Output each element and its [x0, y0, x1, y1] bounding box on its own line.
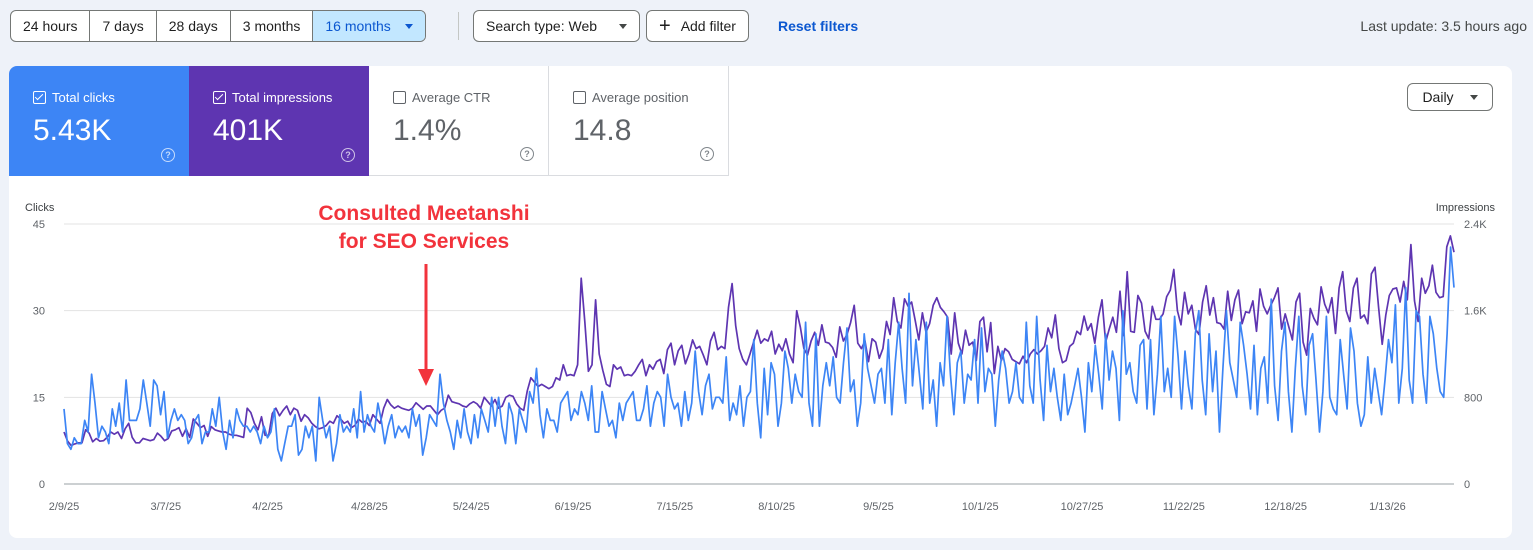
toolbar-divider — [458, 12, 459, 40]
x-tick-label: 4/28/25 — [351, 501, 388, 513]
y-tick-labels: 45 2.4K 30 1.6K 15 800 0 0 — [33, 219, 1488, 491]
performance-chart: Clicks Impressions 45 2.4K 30 1.6K 15 800 0 0 2… — [25, 202, 1496, 513]
y-right-tick-label: 1.6K — [1464, 306, 1487, 318]
y-left-tick-label: 15 — [33, 392, 45, 404]
x-tick-labels: 2/9/25 3/7/25 4/2/25 4/28/25 5/24/25 6/19/25 7… — [49, 501, 1406, 513]
help-icon[interactable]: ? — [161, 148, 175, 162]
gridlines — [64, 223, 1454, 485]
y-left-tick-label: 0 — [39, 479, 45, 491]
y-right-tick-label: 2.4K — [1464, 219, 1487, 231]
x-tick-label: 5/24/25 — [453, 501, 490, 513]
annotation-arrow-head — [418, 369, 434, 386]
annotation-line-2: for SEO Services — [339, 230, 509, 253]
metric-value: 14.8 — [573, 114, 632, 147]
metric-label-row: Total clicks — [33, 90, 115, 105]
performance-card: Total clicks 5.43K ? Total impressions 4… — [9, 66, 1512, 538]
metric-total-impressions[interactable]: Total impressions 401K ? — [189, 66, 369, 176]
y-right-tick-label: 800 — [1464, 392, 1482, 404]
x-tick-label: 2/9/25 — [49, 501, 80, 513]
x-tick-label: 1/13/26 — [1369, 501, 1406, 513]
metric-label-row: Average position — [573, 90, 689, 105]
metric-total-clicks[interactable]: Total clicks 5.43K ? — [9, 66, 189, 176]
metric-average-ctr[interactable]: Average CTR 1.4% ? — [369, 66, 549, 176]
reset-filters-link[interactable]: Reset filters — [778, 18, 859, 34]
checkbox-checked-icon — [213, 91, 226, 104]
metric-label: Total impressions — [232, 90, 333, 105]
metric-label: Average position — [592, 90, 689, 105]
x-tick-label: 11/22/25 — [1163, 501, 1205, 513]
date-range-selector: 24 hours 7 days 28 days 3 months 16 mont… — [10, 10, 426, 42]
granularity-label: Daily — [1422, 89, 1454, 105]
range-16-months[interactable]: 16 months — [313, 11, 425, 41]
toolbar: 24 hours 7 days 28 days 3 months 16 mont… — [10, 10, 1527, 42]
chevron-down-icon — [1469, 94, 1478, 100]
metric-label: Average CTR — [412, 90, 491, 105]
metric-label-row: Total impressions — [213, 90, 332, 105]
range-24-hours[interactable]: 24 hours — [11, 11, 91, 41]
checkbox-unchecked-icon — [573, 91, 586, 104]
plus-icon: + — [659, 15, 671, 37]
checkbox-checked-icon — [33, 91, 46, 104]
y-right-axis-title: Impressions — [1436, 202, 1496, 214]
y-left-axis-title: Clicks — [25, 202, 55, 214]
last-update-text: Last update: 3.5 hours ago — [1360, 18, 1527, 34]
range-16-months-label: 16 months — [325, 18, 391, 34]
x-tick-label: 3/7/25 — [151, 501, 182, 513]
metric-value: 401K — [213, 114, 284, 147]
impressions-series-line — [63, 235, 1455, 447]
annotation-line-1: Consulted Meetanshi — [318, 202, 529, 225]
y-left-tick-label: 45 — [33, 219, 45, 231]
clicks-series-line — [63, 246, 1455, 462]
metric-value: 5.43K — [33, 114, 112, 147]
metric-average-position[interactable]: Average position 14.8 ? — [549, 66, 729, 176]
chevron-down-icon — [619, 23, 628, 29]
add-filter-button[interactable]: + Add filter — [646, 10, 749, 42]
metric-label: Total clicks — [52, 90, 115, 105]
x-tick-label: 7/15/25 — [656, 501, 693, 513]
metric-label-row: Average CTR — [393, 90, 491, 105]
y-right-tick-label: 0 — [1464, 479, 1470, 491]
y-left-tick-label: 30 — [33, 306, 45, 318]
x-tick-label: 9/5/25 — [863, 501, 894, 513]
help-icon[interactable]: ? — [520, 147, 534, 161]
x-tick-label: 10/1/25 — [962, 501, 999, 513]
x-tick-label: 8/10/25 — [758, 501, 795, 513]
range-28-days[interactable]: 28 days — [157, 11, 231, 41]
x-tick-label: 6/19/25 — [555, 501, 592, 513]
search-type-label: Search type: Web — [486, 18, 598, 34]
checkbox-unchecked-icon — [393, 91, 406, 104]
x-tick-label: 12/18/25 — [1264, 501, 1307, 513]
x-tick-label: 4/2/25 — [252, 501, 283, 513]
x-tick-label: 10/27/25 — [1061, 501, 1104, 513]
metric-value: 1.4% — [393, 114, 462, 147]
help-icon[interactable]: ? — [341, 148, 355, 162]
range-7-days[interactable]: 7 days — [90, 11, 157, 41]
granularity-dropdown[interactable]: Daily — [1407, 83, 1493, 111]
chevron-down-icon — [404, 23, 413, 29]
add-filter-label: Add filter — [680, 18, 736, 34]
annotation: Consulted Meetanshi for SEO Services — [318, 202, 530, 386]
search-type-dropdown[interactable]: Search type: Web — [473, 10, 641, 42]
range-3-months[interactable]: 3 months — [231, 11, 314, 41]
help-icon[interactable]: ? — [700, 147, 714, 161]
